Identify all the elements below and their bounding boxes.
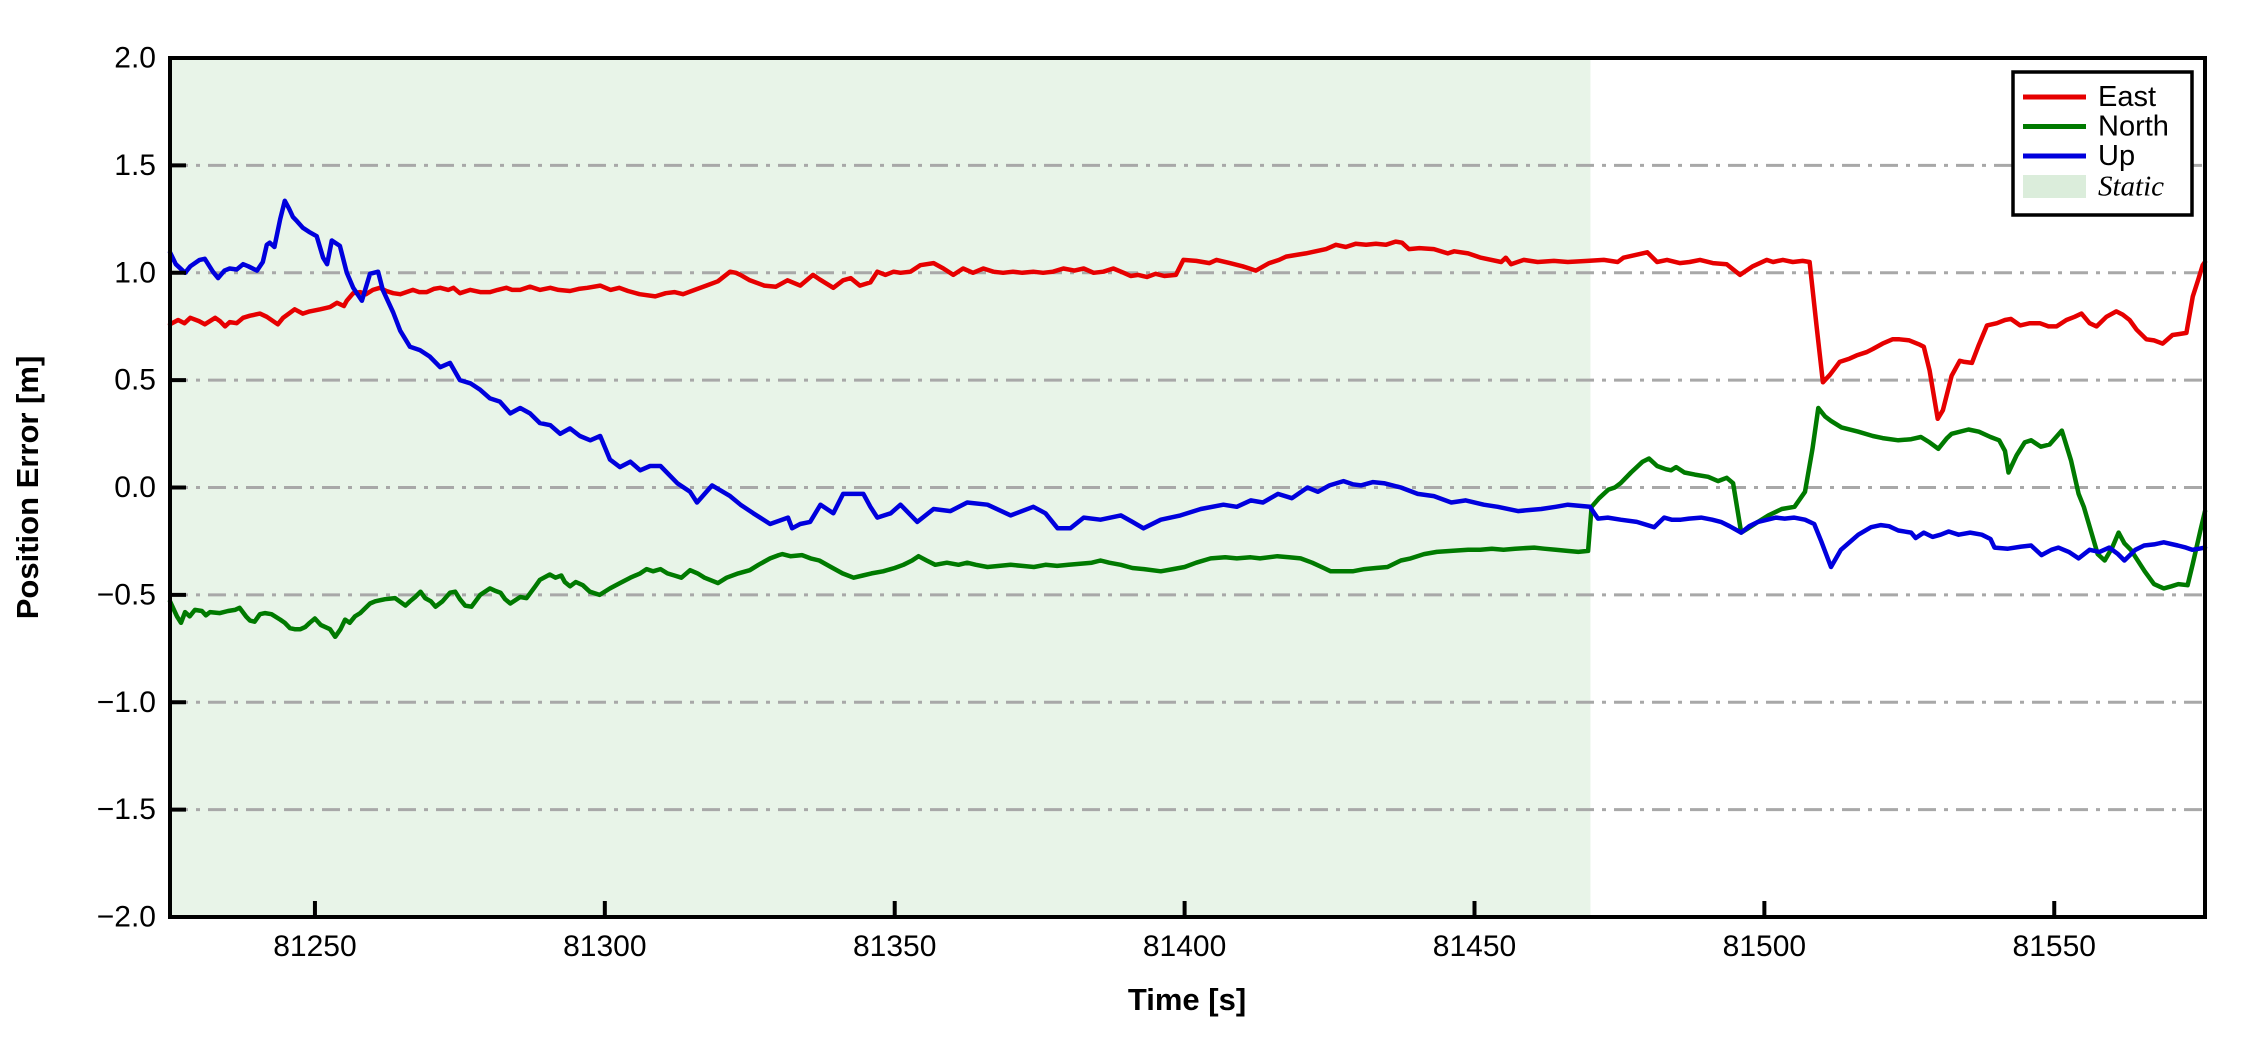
- y-tick-label--0.5: −0.5: [97, 578, 156, 611]
- y-tick-label--1: −1.0: [97, 686, 156, 719]
- y-tick-label-1.5: 1.5: [114, 149, 156, 182]
- x-tick-label-81250: 81250: [273, 930, 356, 963]
- legend-label-up: Up: [2098, 140, 2135, 172]
- x-tick-label-81450: 81450: [1433, 930, 1516, 963]
- legend-swatch-static: [2023, 175, 2086, 198]
- grid-layer: [170, 163, 2205, 812]
- legend: East North Up Static: [2011, 70, 2194, 217]
- series-line-up: [167, 198, 2208, 570]
- x-axis-label: Time [s]: [1128, 982, 1246, 1017]
- y-tick-label-1: 1.0: [114, 256, 156, 289]
- y-axis-label: Position Error [m]: [10, 356, 45, 620]
- legend-label-east: East: [2098, 81, 2156, 113]
- series-line-north: [167, 405, 2208, 640]
- x-tick-label-81300: 81300: [563, 930, 646, 963]
- y-tick-label-0: 0.0: [114, 471, 156, 504]
- y-tick-label-0.5: 0.5: [114, 364, 156, 397]
- x-tick-label-81400: 81400: [1143, 930, 1226, 963]
- y-tick-label--2: −2.0: [97, 901, 156, 934]
- x-tick-label-81500: 81500: [1723, 930, 1806, 963]
- y-tick-label--1.5: −1.5: [97, 793, 156, 826]
- x-tick-label-81550: 81550: [2013, 930, 2096, 963]
- y-tick-label-2: 2.0: [114, 42, 156, 75]
- tick-label-layer: 81250 81300 81350 81400 81450 81500 81550 2.0 1.…: [97, 42, 2096, 964]
- legend-label-north: North: [2098, 111, 2169, 143]
- tick-layer: [170, 56, 2057, 919]
- x-tick-label-81350: 81350: [853, 930, 936, 963]
- series-layer: [167, 198, 2208, 640]
- legend-label-static: Static: [2098, 171, 2164, 203]
- series-line-east: [167, 239, 2208, 422]
